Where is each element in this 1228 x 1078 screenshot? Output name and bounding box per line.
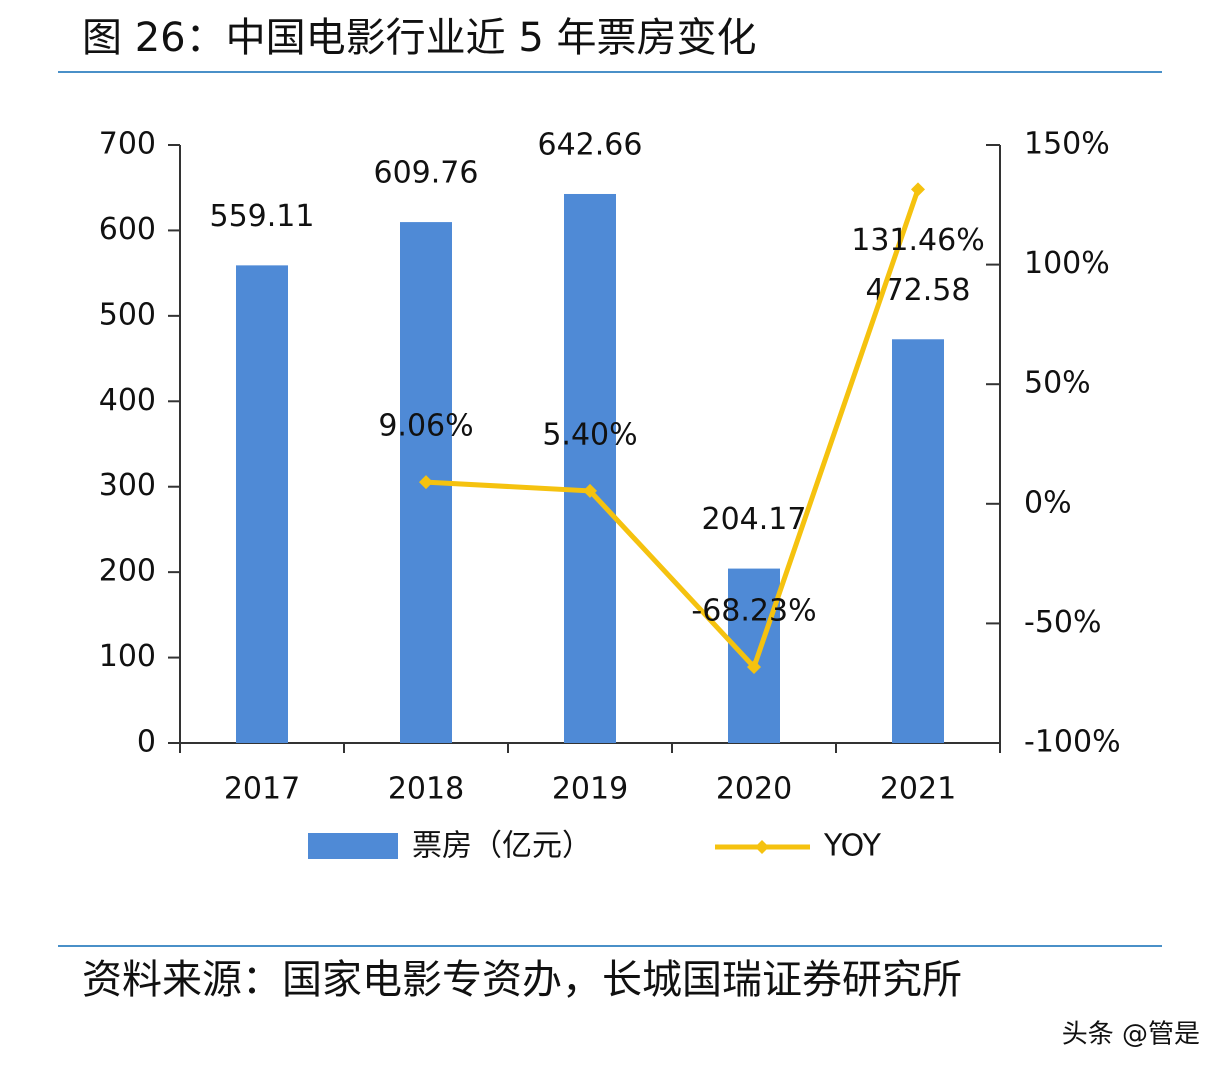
yoy-marker: [419, 475, 433, 490]
y2-tick-label: 50%: [1024, 366, 1091, 401]
legend-swatch: [755, 840, 769, 854]
legend-label: 票房（亿元）: [412, 829, 592, 864]
y2-tick-label: 0%: [1024, 485, 1072, 520]
x-tick-label: 2020: [716, 772, 792, 807]
y-tick-label: 0: [137, 725, 156, 760]
bar: [892, 339, 944, 743]
yoy-value-label: 9.06%: [378, 409, 473, 444]
bar: [728, 568, 780, 743]
yoy-marker: [583, 483, 597, 498]
bar-value-label: 559.11: [210, 199, 315, 234]
y2-tick-label: 150%: [1024, 127, 1110, 162]
yoy-marker: [747, 660, 761, 675]
bar-value-label: 642.66: [538, 127, 643, 162]
y-tick-label: 600: [99, 212, 156, 247]
bar-value-label: 609.76: [374, 156, 479, 191]
x-tick-label: 2018: [388, 772, 464, 807]
bar: [564, 193, 616, 743]
y-tick-label: 700: [99, 127, 156, 162]
source: 资料来源：国家电影专资办，长城国瑞证券研究所: [82, 957, 962, 1003]
watermark: 头条 @管是: [1062, 1020, 1200, 1050]
chart-title: 图 26：中国电影行业近 5 年票房变化: [82, 15, 757, 61]
y-tick-label: 200: [99, 554, 156, 589]
y-tick-label: 300: [99, 468, 156, 503]
yoy-value-label: 5.40%: [542, 417, 637, 452]
bar: [236, 265, 288, 743]
legend-label: YOY: [823, 829, 882, 864]
y-tick-label: 100: [99, 639, 156, 674]
x-tick-label: 2021: [880, 772, 956, 807]
yoy-value-label: 131.46%: [851, 223, 984, 258]
y-tick-label: 500: [99, 297, 156, 332]
y2-tick-label: -100%: [1024, 725, 1121, 760]
x-tick-label: 2019: [552, 772, 628, 807]
yoy-line: [425, 188, 921, 672]
y-tick-label: 400: [99, 383, 156, 418]
x-tick-label: 2017: [224, 772, 300, 807]
yoy-value-label: -68.23%: [691, 594, 816, 629]
y2-tick-label: -50%: [1024, 605, 1102, 640]
bar-value-label: 204.17: [702, 502, 807, 537]
yoy-marker: [911, 182, 925, 197]
y2-tick-label: 100%: [1024, 246, 1110, 281]
legend-swatch: [308, 833, 398, 859]
